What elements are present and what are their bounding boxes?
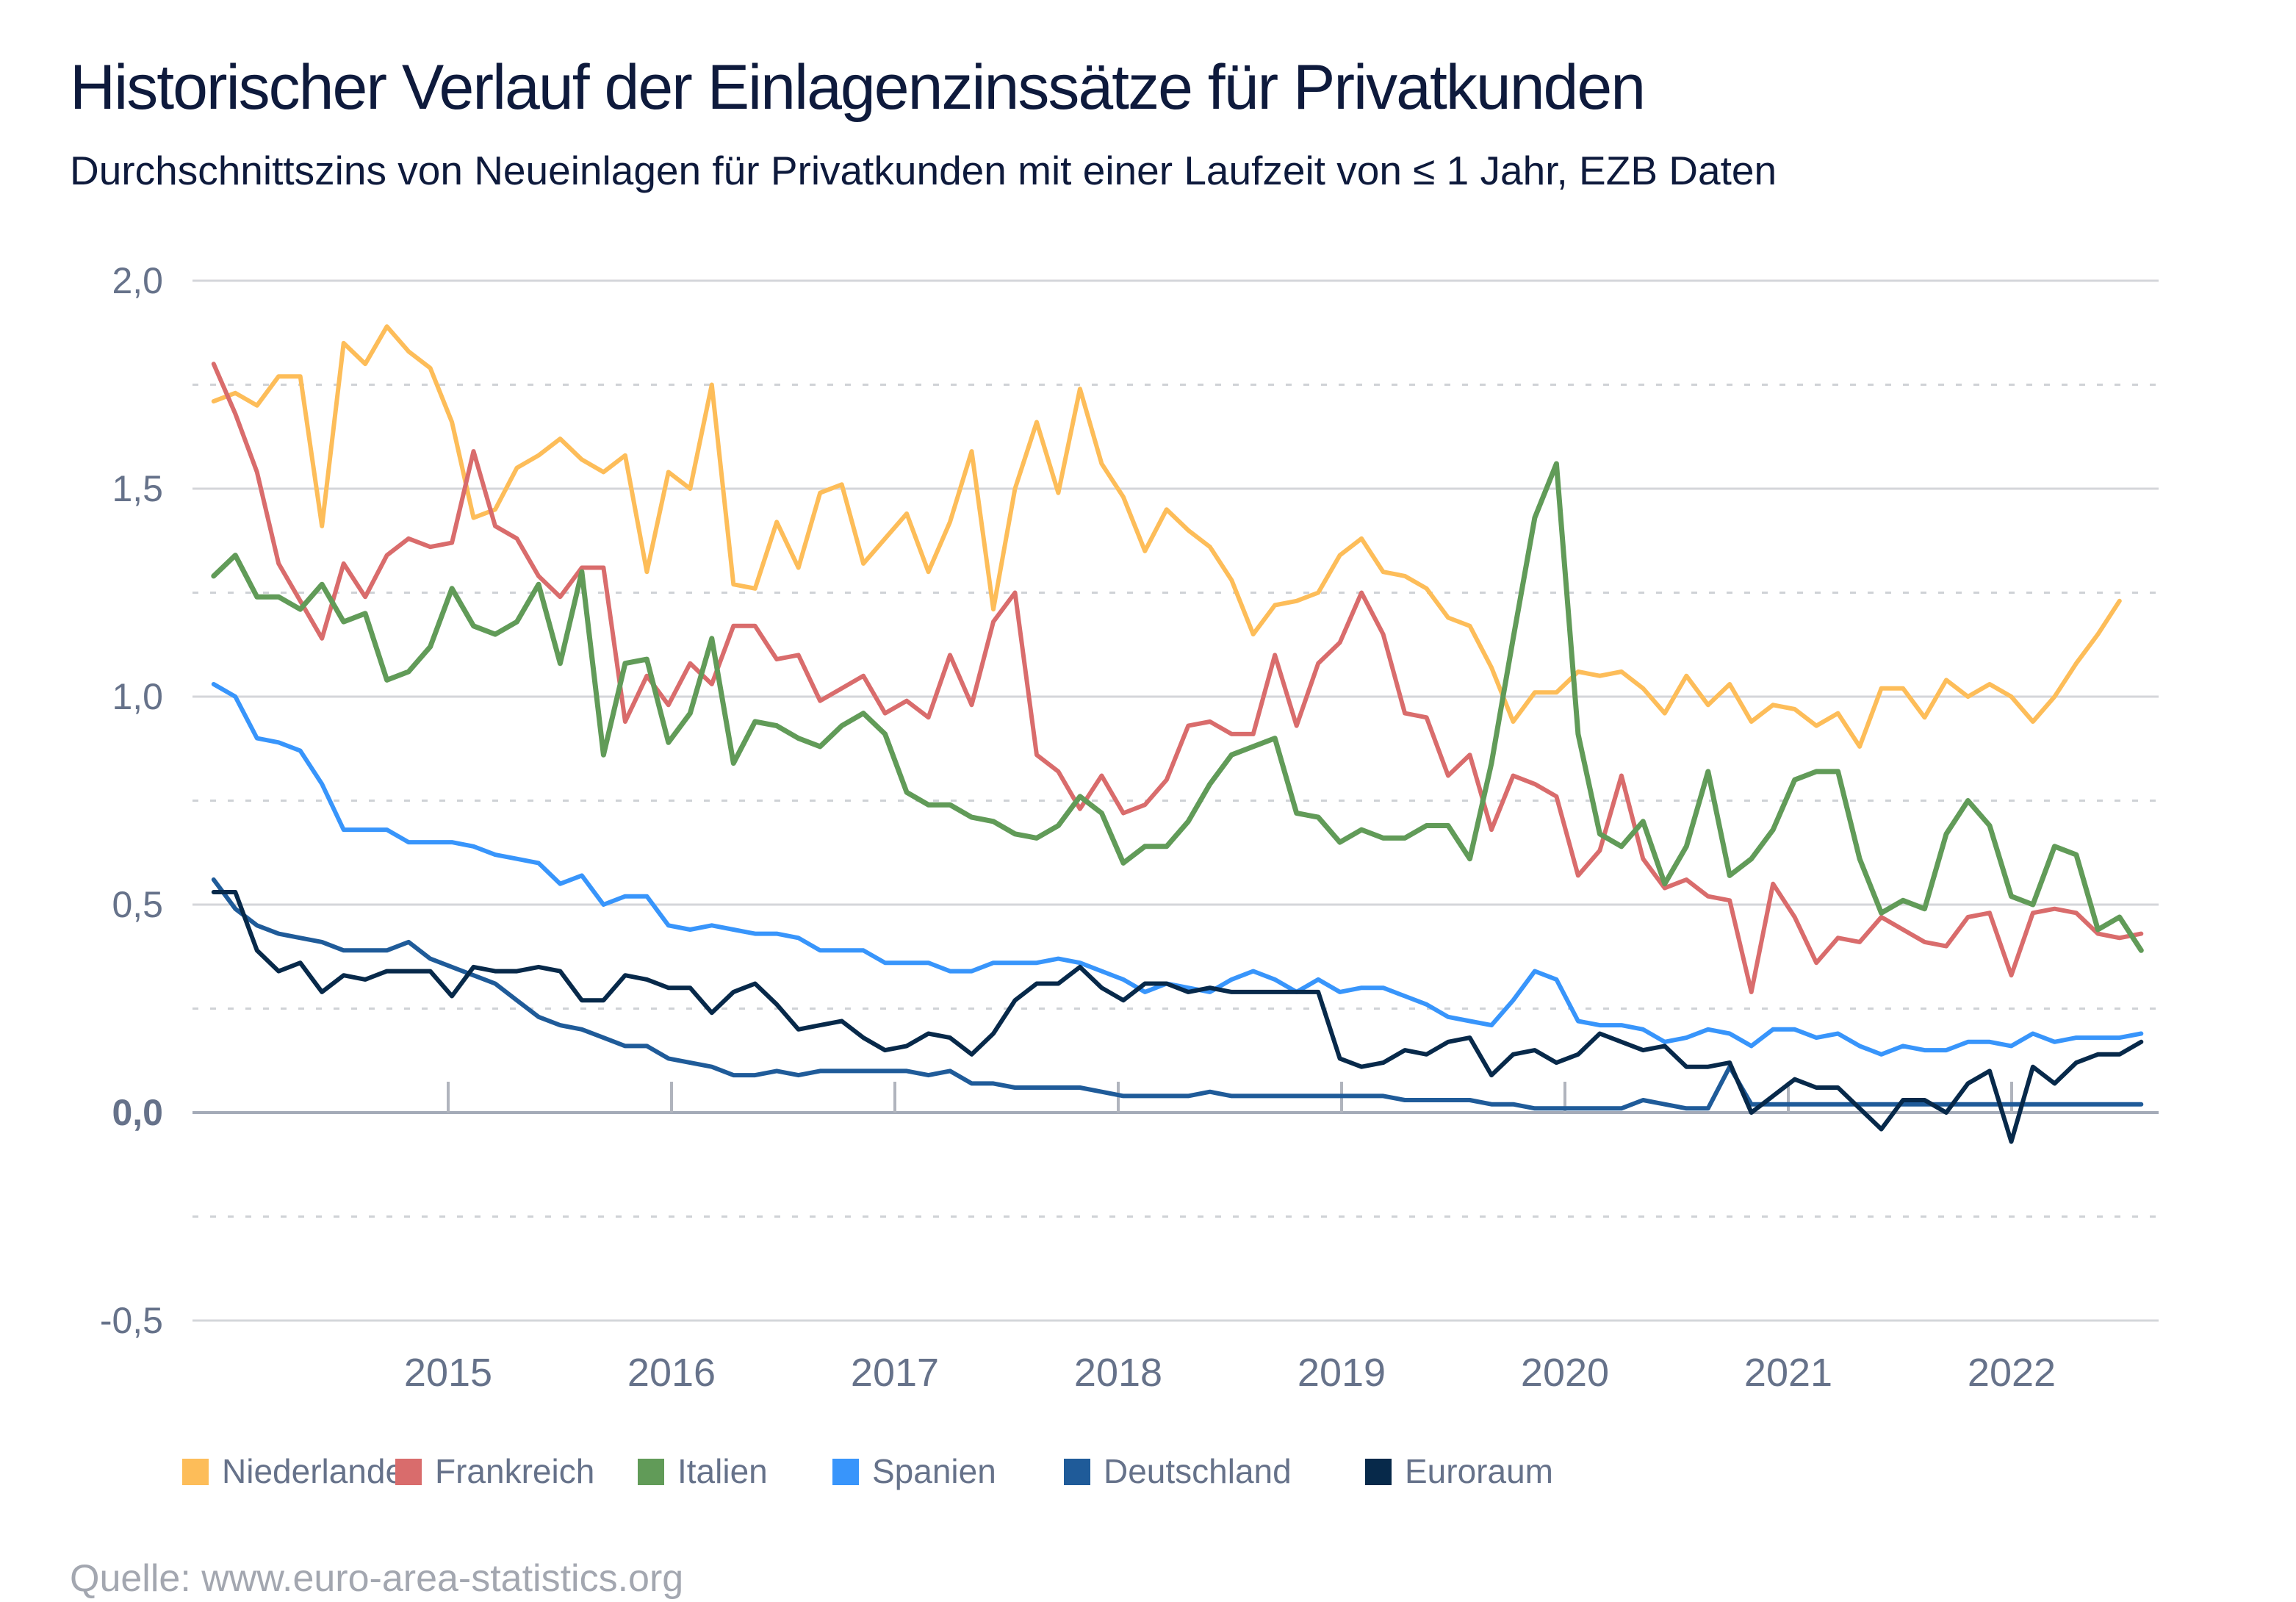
legend-swatch	[1064, 1459, 1090, 1485]
x-tick-label: 2015	[404, 1351, 492, 1395]
x-tick-label: 2021	[1744, 1351, 1832, 1395]
y-tick-label: 0,0	[112, 1092, 163, 1133]
x-tick-label: 2019	[1298, 1351, 1386, 1395]
legend-item-spanien: Spanien	[832, 1452, 996, 1490]
legend-swatch	[832, 1459, 859, 1485]
series-line-spanien	[211, 682, 2144, 1057]
legend-swatch	[1365, 1459, 1392, 1485]
legend: Niederlande Frankreich Italien Spanien Deuts…	[182, 1452, 1553, 1490]
x-tick-label: 2020	[1521, 1351, 1609, 1395]
x-tick-label: 2018	[1074, 1351, 1162, 1395]
y-tick-label: 0,5	[112, 884, 163, 925]
x-tick-label: 2022	[1968, 1351, 2056, 1395]
y-tick-label: 1,0	[112, 676, 163, 717]
x-axis: 2015 2016 2017 2018 2019 2020 2021 2022	[404, 1082, 2056, 1395]
x-tick-label: 2017	[851, 1351, 939, 1395]
series-line-deutschland	[211, 877, 2144, 1111]
legend-swatch	[395, 1459, 422, 1485]
x-tick-label: 2016	[627, 1351, 716, 1395]
legend-label: Italien	[677, 1452, 768, 1490]
series-line-niederlande	[211, 324, 2122, 749]
chart-title: Historischer Verlauf der Einlagenzinssät…	[70, 52, 1646, 123]
series-line-frankreich	[211, 362, 2144, 994]
legend-item-italien: Italien	[638, 1452, 768, 1490]
gridlines	[192, 279, 2159, 1322]
legend-item-frankreich: Frankreich	[395, 1452, 594, 1490]
series-lines	[211, 324, 2144, 1144]
legend-label: Spanien	[872, 1452, 996, 1490]
y-axis: 2,0 1,5 1,0 0,5 0,0 -0,5	[100, 260, 163, 1341]
y-tick-label: 2,0	[112, 260, 163, 301]
legend-item-niederlande: Niederlande	[182, 1452, 404, 1490]
legend-item-euroraum: Euroraum	[1365, 1452, 1553, 1490]
legend-item-deutschland: Deutschland	[1064, 1452, 1292, 1490]
y-tick-label: -0,5	[100, 1300, 163, 1341]
chart-subtitle: Durchschnittszins von Neueinlagen für Pr…	[70, 148, 1777, 193]
series-line-euroraum	[211, 890, 2144, 1144]
legend-swatch	[182, 1459, 209, 1485]
legend-label: Niederlande	[222, 1452, 404, 1490]
legend-label: Deutschland	[1104, 1452, 1292, 1490]
y-tick-label: 1,5	[112, 468, 163, 509]
series-line-italien	[211, 461, 2144, 953]
source-note: Quelle: www.euro-area-statistics.org	[70, 1557, 684, 1600]
legend-label: Euroraum	[1405, 1452, 1553, 1490]
legend-label: Frankreich	[435, 1452, 594, 1490]
legend-swatch	[638, 1459, 664, 1485]
